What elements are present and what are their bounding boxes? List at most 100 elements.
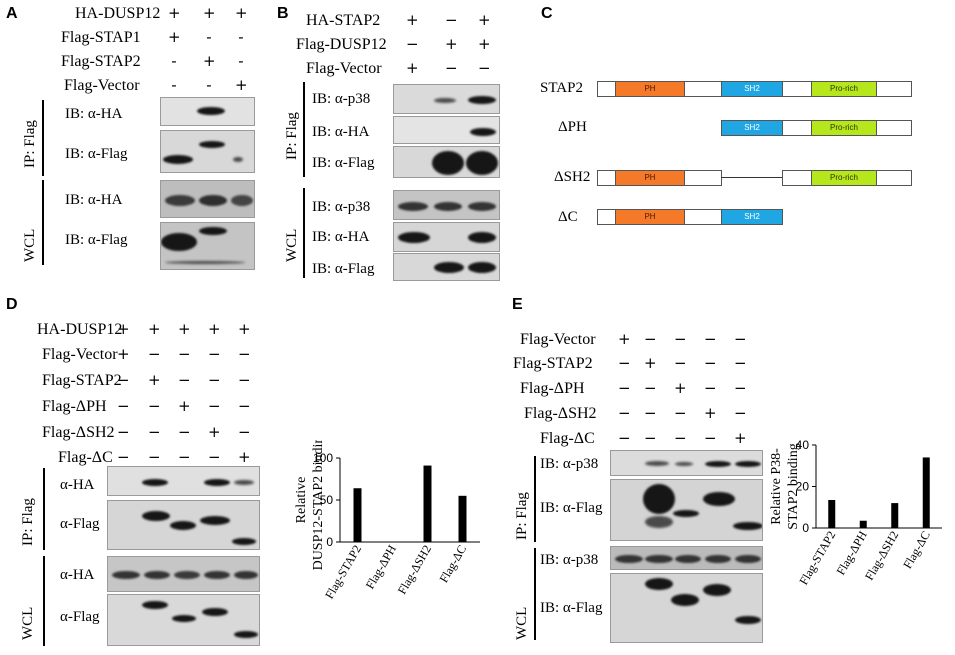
e-mark: − — [618, 429, 631, 447]
c-linker — [876, 81, 912, 97]
a-blot-image — [160, 222, 255, 270]
d-mark: − — [148, 448, 161, 466]
e-mark: − — [734, 354, 747, 372]
x-tick-label: Flag-ΔC — [900, 529, 933, 572]
b-blot-label: IB: α-Flag — [312, 261, 375, 277]
d-row-label: HA-DUSP12 — [37, 321, 123, 338]
e-row-label: Flag-ΔPH — [520, 380, 585, 397]
d-ip-bracket — [43, 468, 45, 550]
a-row-label: HA-DUSP12 — [75, 5, 161, 22]
a-mark: + — [203, 4, 216, 22]
d-wcl-bracket — [43, 556, 45, 646]
a-row-label: Flag-STAP1 — [61, 29, 141, 46]
panel-e-label: E — [512, 296, 523, 313]
b-blot-image — [393, 146, 500, 178]
c-construct-label: ΔSH2 — [554, 169, 591, 185]
c-domain-sh2: SH2 — [721, 209, 783, 225]
e-blot-label: IB: α-Flag — [540, 500, 603, 516]
b-wcl-bracket — [303, 188, 305, 278]
c-domain-sh2: SH2 — [721, 81, 783, 97]
d-mark: + — [178, 397, 191, 415]
a-ip-label: IP: Flag — [22, 120, 38, 168]
c-linker — [684, 209, 722, 225]
e-mark: − — [674, 404, 687, 422]
b-blot-image — [393, 190, 500, 220]
e-mark: − — [618, 354, 631, 372]
y-axis-title: Relative — [294, 477, 309, 524]
c-domain-pro-rich: Pro-rich — [811, 170, 877, 186]
b-mark: − — [445, 11, 458, 29]
c-construct-label: ΔPH — [558, 119, 587, 135]
e-mark: + — [644, 354, 657, 372]
e-mark: − — [644, 404, 657, 422]
c-domain-ph: PH — [615, 170, 685, 186]
e-blot-label: IB: α-Flag — [540, 600, 603, 616]
e-mark: + — [618, 330, 631, 348]
b-blot-image — [393, 253, 500, 281]
x-tick-label: Flag-STAP2 — [796, 529, 838, 588]
d-mark: − — [117, 448, 130, 466]
e-mark: + — [674, 379, 687, 397]
b-mark: + — [445, 35, 458, 53]
e-blot-image — [610, 450, 763, 476]
e-mark: + — [704, 404, 717, 422]
d-mark: + — [117, 320, 130, 338]
d-blot-image — [107, 466, 260, 496]
c-linker — [597, 170, 616, 186]
a-blot-label: IB: α-HA — [65, 106, 123, 122]
c-domain-sh2: SH2 — [721, 120, 783, 136]
c-domain-ph: PH — [615, 81, 685, 97]
d-mark: − — [238, 345, 251, 363]
b-blot-image — [393, 116, 500, 144]
e-wcl-label: WCL — [514, 606, 530, 640]
e-row-label: Flag-Vector — [520, 331, 596, 348]
d-mark: − — [238, 371, 251, 389]
b-blot-label: IB: α-HA — [312, 124, 370, 140]
bar — [859, 520, 867, 528]
panel-d-label: D — [6, 296, 18, 313]
b-mark: − — [406, 35, 419, 53]
b-blot-label: IB: α-Flag — [312, 155, 375, 171]
d-mark: − — [117, 397, 130, 415]
b-ip-bracket — [303, 82, 305, 177]
d-mark: + — [238, 448, 251, 466]
d-binding-bar-chart: 0 50 100 Flag-STAP2 Flag-ΔPH Flag-ΔSH2 Flag-ΔC… — [285, 440, 485, 654]
c-deletion-line — [721, 177, 783, 178]
y-tick-label: 100 — [313, 451, 333, 465]
e-mark: − — [618, 379, 631, 397]
x-tick-label: Flag-ΔC — [436, 543, 469, 586]
e-blot-label: IB: α-p38 — [540, 456, 599, 472]
panel-b-label: B — [277, 5, 289, 22]
a-mark: - — [171, 52, 177, 70]
b-wcl-label: WCL — [284, 228, 300, 262]
c-linker — [782, 81, 812, 97]
c-linker — [597, 209, 616, 225]
e-mark: − — [704, 354, 717, 372]
b-mark: + — [406, 59, 419, 77]
a-mark: - — [206, 28, 212, 46]
d-blot-label: α-HA — [60, 477, 95, 493]
a-blot-label: IB: α-Flag — [65, 146, 128, 162]
d-mark: − — [178, 345, 191, 363]
e-mark: + — [734, 429, 747, 447]
d-mark: + — [208, 320, 221, 338]
b-mark: + — [478, 11, 491, 29]
e-mark: − — [644, 379, 657, 397]
a-blot-image — [160, 180, 255, 218]
c-linker — [782, 120, 812, 136]
chart-svg: 02040Flag-STAP2Flag-ΔPHFlag-ΔSH2Flag-ΔCR… — [770, 438, 942, 588]
e-mark: − — [704, 429, 717, 447]
e-binding-bar-chart: 0 20 40 Flag-STAP2 Flag-ΔPH Flag-ΔSH2 Flag-ΔC R… — [770, 430, 950, 644]
e-ip-label: IP: Flag — [514, 492, 530, 540]
a-row-label: Flag-Vector — [64, 77, 140, 94]
d-mark: − — [178, 423, 191, 441]
a-blot-label: IB: α-HA — [65, 192, 123, 208]
d-mark: − — [178, 448, 191, 466]
a-mark: - — [238, 28, 244, 46]
panel-a-label: A — [6, 5, 18, 22]
d-mark: − — [148, 345, 161, 363]
c-linker — [876, 120, 912, 136]
a-mark: - — [171, 76, 177, 94]
b-blot-label: IB: α-HA — [312, 229, 370, 245]
d-mark: + — [178, 320, 191, 338]
